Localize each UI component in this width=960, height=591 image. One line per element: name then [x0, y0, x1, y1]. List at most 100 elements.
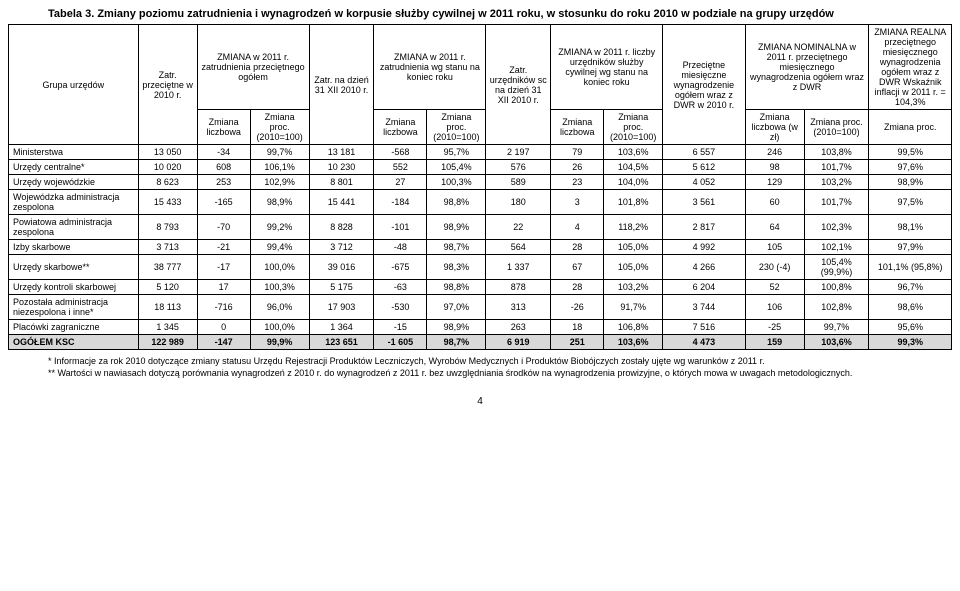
footnote-2: ** Wartości w nawiasach dotyczą porównan…	[48, 368, 952, 378]
cell: 102,9%	[250, 175, 309, 190]
cell: -48	[374, 240, 427, 255]
cell: 105,4%	[427, 160, 486, 175]
total-cell: 103,6%	[604, 335, 663, 350]
cell: 102,1%	[804, 240, 869, 255]
cell: 64	[745, 215, 804, 240]
cell: -165	[197, 190, 250, 215]
row-label: Urzędy centralne*	[9, 160, 139, 175]
cell: -63	[374, 280, 427, 295]
cell: 98,8%	[427, 280, 486, 295]
cell: 100,0%	[250, 320, 309, 335]
total-cell: 99,3%	[869, 335, 952, 350]
cell: 98,3%	[427, 255, 486, 280]
cell: 564	[486, 240, 551, 255]
cell: -17	[197, 255, 250, 280]
cell: 97,0%	[427, 295, 486, 320]
cell: 5 612	[663, 160, 746, 175]
cell: 1 364	[309, 320, 374, 335]
cell: 27	[374, 175, 427, 190]
cell: 1 345	[138, 320, 197, 335]
cell: 26	[551, 160, 604, 175]
table-row: Ministerstwa13 050-3499,7%13 181-56895,7…	[9, 145, 952, 160]
cell: 589	[486, 175, 551, 190]
cell: 0	[197, 320, 250, 335]
total-cell: 103,6%	[804, 335, 869, 350]
col-c6b: Zmiana proc. (2010=100)	[604, 110, 663, 145]
cell: -716	[197, 295, 250, 320]
cell: 38 777	[138, 255, 197, 280]
col-c4b: Zmiana proc. (2010=100)	[427, 110, 486, 145]
cell: 106	[745, 295, 804, 320]
total-cell: 251	[551, 335, 604, 350]
cell: 106,1%	[250, 160, 309, 175]
row-label: Urzędy kontroli skarbowej	[9, 280, 139, 295]
col-c8b: Zmiana proc. (2010=100)	[804, 110, 869, 145]
col-group: Grupa urzędów	[9, 25, 139, 145]
col-c4a: Zmiana liczbowa	[374, 110, 427, 145]
total-cell: 123 651	[309, 335, 374, 350]
cell: 3 712	[309, 240, 374, 255]
cell: -70	[197, 215, 250, 240]
col-c9a: Zmiana proc.	[869, 110, 952, 145]
cell: 99,2%	[250, 215, 309, 240]
cell: 52	[745, 280, 804, 295]
row-label: Urzędy skarbowe**	[9, 255, 139, 280]
cell: 60	[745, 190, 804, 215]
cell: 5 120	[138, 280, 197, 295]
cell: 79	[551, 145, 604, 160]
cell: 104,5%	[604, 160, 663, 175]
cell: 576	[486, 160, 551, 175]
total-cell: 159	[745, 335, 804, 350]
cell: 98,7%	[427, 240, 486, 255]
cell: -26	[551, 295, 604, 320]
cell: 7 516	[663, 320, 746, 335]
cell: -15	[374, 320, 427, 335]
cell: 91,7%	[604, 295, 663, 320]
cell: 313	[486, 295, 551, 320]
total-cell: 98,7%	[427, 335, 486, 350]
cell: 118,2%	[604, 215, 663, 240]
cell: 67	[551, 255, 604, 280]
cell: 103,6%	[604, 145, 663, 160]
cell: 22	[486, 215, 551, 240]
cell: -25	[745, 320, 804, 335]
col-c2: ZMIANA w 2011 r. zatrudnienia przeciętne…	[197, 25, 309, 110]
table-row: Izby skarbowe3 713-2199,4%3 712-4898,7%5…	[9, 240, 952, 255]
cell: 97,6%	[869, 160, 952, 175]
cell: 246	[745, 145, 804, 160]
cell: 13 181	[309, 145, 374, 160]
cell: 96,0%	[250, 295, 309, 320]
cell: 1 337	[486, 255, 551, 280]
cell: 3 744	[663, 295, 746, 320]
row-label: Ministerstwa	[9, 145, 139, 160]
cell: 552	[374, 160, 427, 175]
row-label: Powiatowa administracja zespolona	[9, 215, 139, 240]
cell: 100,3%	[427, 175, 486, 190]
row-label: Izby skarbowe	[9, 240, 139, 255]
cell: 3 561	[663, 190, 746, 215]
col-c2a: Zmiana liczbowa	[197, 110, 250, 145]
col-c6: ZMIANA w 2011 r. liczby urzędników służb…	[551, 25, 663, 110]
total-cell: -1 605	[374, 335, 427, 350]
cell: 10 230	[309, 160, 374, 175]
cell: 102,8%	[804, 295, 869, 320]
col-c7: Przeciętne miesięczne wynagrodzenie ogół…	[663, 25, 746, 145]
total-cell: 4 473	[663, 335, 746, 350]
cell: 98,9%	[427, 320, 486, 335]
cell: 8 623	[138, 175, 197, 190]
col-c8: ZMIANA NOMINALNA w 2011 r. przeciętnego …	[745, 25, 869, 110]
cell: 101,7%	[804, 190, 869, 215]
table-row: Powiatowa administracja zespolona8 793-7…	[9, 215, 952, 240]
row-label: Pozostała administracja niezespolona i i…	[9, 295, 139, 320]
row-label: Placówki zagraniczne	[9, 320, 139, 335]
cell: 105	[745, 240, 804, 255]
cell: 98,9%	[250, 190, 309, 215]
cell: 97,9%	[869, 240, 952, 255]
cell: 105,4% (99,9%)	[804, 255, 869, 280]
table-row: Placówki zagraniczne1 3450100,0%1 364-15…	[9, 320, 952, 335]
cell: 98,6%	[869, 295, 952, 320]
cell: 98,9%	[427, 215, 486, 240]
cell: 97,5%	[869, 190, 952, 215]
col-c8a: Zmiana liczbowa (w zł)	[745, 110, 804, 145]
total-cell: 99,9%	[250, 335, 309, 350]
